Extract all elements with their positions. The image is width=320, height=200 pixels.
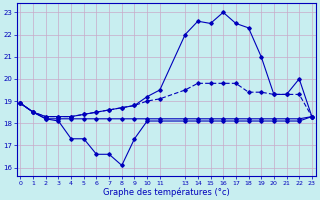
X-axis label: Graphe des températures (°c): Graphe des températures (°c) [103,187,229,197]
